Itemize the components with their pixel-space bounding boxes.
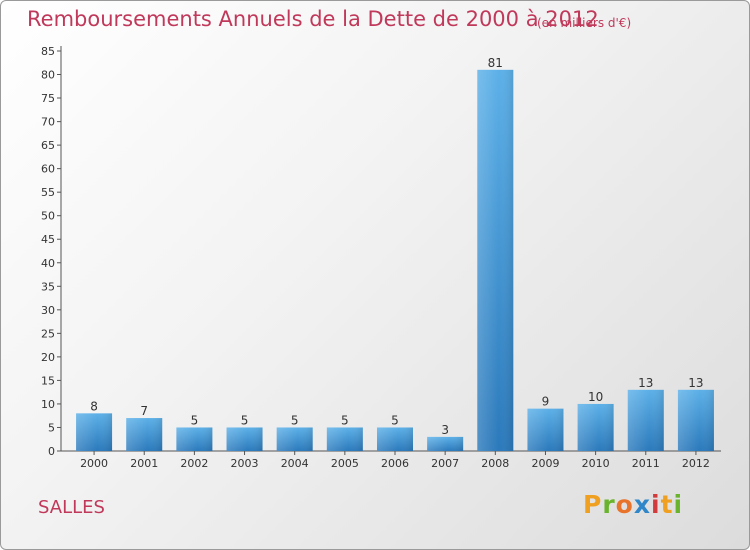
chart-subtitle: (en milliers d'€)	[537, 16, 632, 30]
y-tick-label: 70	[41, 116, 55, 129]
y-tick-label: 50	[41, 210, 55, 223]
bar-shade	[76, 413, 113, 451]
x-tick-label: 2012	[682, 457, 710, 470]
y-tick-label: 10	[41, 398, 55, 411]
x-tick-label: 2009	[531, 457, 559, 470]
x-tick-label: 2003	[231, 457, 259, 470]
bar-shade	[226, 427, 263, 451]
y-tick-label: 0	[48, 445, 55, 458]
data-label: 5	[241, 413, 249, 427]
y-tick-label: 60	[41, 163, 55, 176]
y-tick-label: 30	[41, 304, 55, 317]
logo-letters: Proxiti	[583, 490, 683, 519]
y-tick-label: 25	[41, 327, 55, 340]
x-tick-label: 2002	[180, 457, 208, 470]
proxiti-logo[interactable]: Proxiti	[583, 490, 683, 519]
bar-shade	[677, 389, 714, 451]
y-tick-label: 85	[41, 45, 55, 58]
data-label: 13	[688, 376, 703, 390]
bar-shade	[276, 427, 313, 451]
x-tick-label: 2011	[632, 457, 660, 470]
x-tick-label: 2006	[381, 457, 409, 470]
logo-letter: t	[660, 490, 674, 519]
y-tick-label: 5	[48, 421, 55, 434]
bar-shade	[627, 389, 664, 451]
logo-letter: i	[651, 490, 661, 519]
x-tick-label: 2007	[431, 457, 459, 470]
y-tick-label: 65	[41, 139, 55, 152]
bar-shade	[126, 418, 163, 451]
logo-letter: i	[673, 490, 684, 519]
logo-letter: P	[583, 490, 603, 519]
y-tick-label: 35	[41, 280, 55, 293]
logo-letter: o	[615, 490, 634, 519]
bar-shade	[377, 427, 413, 451]
data-label: 13	[638, 376, 653, 390]
x-tick-label: 2008	[481, 457, 509, 470]
bar-shade	[326, 427, 363, 451]
data-label: 5	[391, 413, 399, 427]
x-tick-label: 2005	[331, 457, 359, 470]
y-tick-label: 80	[41, 69, 55, 82]
y-tick-label: 55	[41, 186, 55, 199]
x-tick-label: 2001	[130, 457, 158, 470]
data-label: 10	[588, 390, 603, 404]
logo-letter: r	[602, 490, 616, 519]
data-label: 7	[140, 404, 148, 418]
bar-shade	[527, 408, 564, 451]
x-tick-label: 2004	[281, 457, 309, 470]
data-label: 5	[341, 413, 349, 427]
chart-title: Remboursements Annuels de la Dette de 20…	[27, 7, 599, 31]
bar-shade	[176, 427, 213, 451]
data-label: 5	[191, 413, 199, 427]
bar-shade	[477, 69, 514, 451]
data-label: 8	[90, 399, 98, 413]
location-name: SALLES	[38, 497, 105, 518]
data-label: 5	[291, 413, 299, 427]
data-label: 9	[542, 395, 550, 409]
y-tick-label: 20	[41, 351, 55, 364]
bar-shade	[577, 403, 614, 451]
logo-letter: x	[633, 490, 651, 519]
x-tick-label: 2000	[80, 457, 108, 470]
bar-shade	[427, 436, 464, 451]
x-tick-label: 2010	[582, 457, 610, 470]
data-label: 3	[441, 423, 449, 437]
y-tick-label: 45	[41, 233, 55, 246]
y-tick-label: 15	[41, 374, 55, 387]
data-label: 81	[488, 56, 503, 70]
y-tick-label: 40	[41, 257, 55, 270]
y-tick-label: 75	[41, 92, 55, 105]
